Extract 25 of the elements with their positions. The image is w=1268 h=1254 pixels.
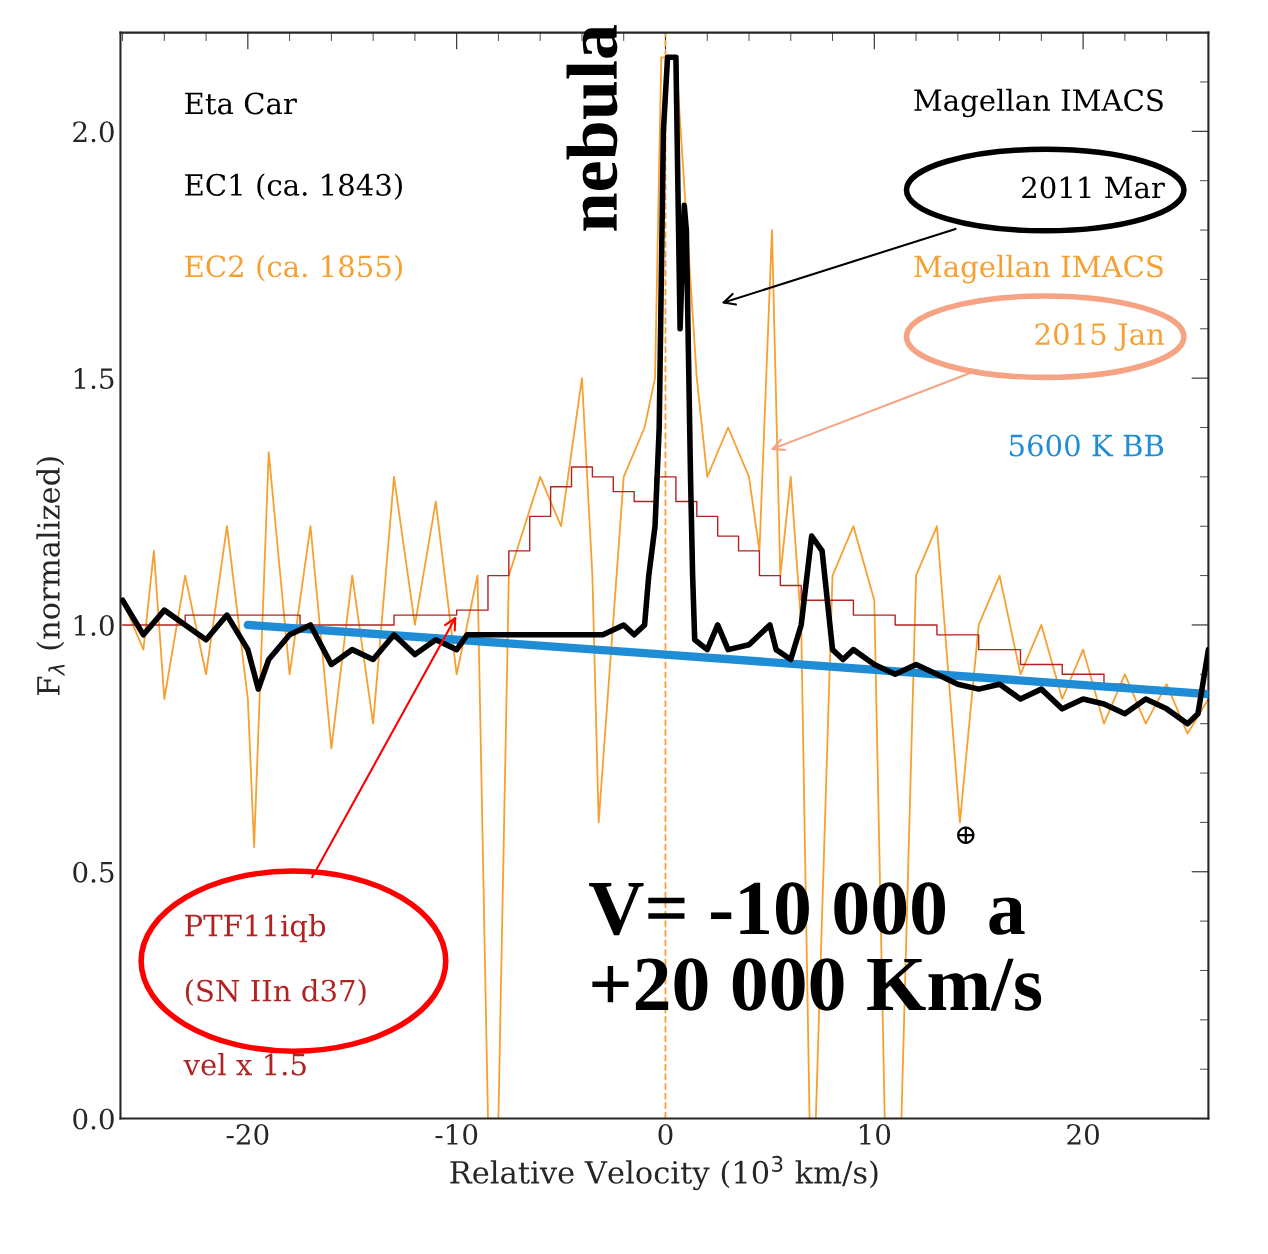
annotation: 2011 Mar (1022, 176, 1165, 199)
x-tick-label: -20 (226, 1123, 269, 1145)
y-tick-label: 0.0 (73, 1108, 114, 1130)
x-tick-label: -10 (435, 1123, 478, 1145)
y-tick-label: 0.5 (73, 861, 114, 883)
text: EC2 (ca. 1855) (185, 254, 402, 282)
y-tick-label: 2.0 (73, 121, 114, 143)
y-axis-title: F$_{λ}$ (normalized) (36, 457, 65, 695)
annotation: vel x 1.5 (183, 1052, 306, 1076)
text: EC1 (ca. 1843) (185, 173, 402, 201)
annotation: nebula (566, 24, 618, 231)
y-tick-label: 1.0 (74, 614, 114, 636)
text: PTF11iqb (185, 913, 326, 943)
annotation: Eta Car (185, 92, 297, 115)
x-tick-label: 20 (1067, 1123, 1099, 1145)
text: 5600 K BB (1009, 434, 1164, 457)
x-axis-title: Relative Velocity (10$^{3}$ km/s) (450, 1155, 878, 1191)
annotation: ⊕ (957, 826, 975, 844)
x-tick-label: 0 (658, 1123, 673, 1145)
annotation: (SN IIn d37) (185, 979, 366, 1006)
y-tick-label: 1.5 (74, 368, 114, 390)
annotation: Magellan IMACS (914, 254, 1163, 284)
annotation: 2015 Jan (1035, 323, 1165, 351)
annotation: Magellan IMACS (914, 88, 1163, 118)
x-tick-label: 10 (860, 1123, 891, 1145)
